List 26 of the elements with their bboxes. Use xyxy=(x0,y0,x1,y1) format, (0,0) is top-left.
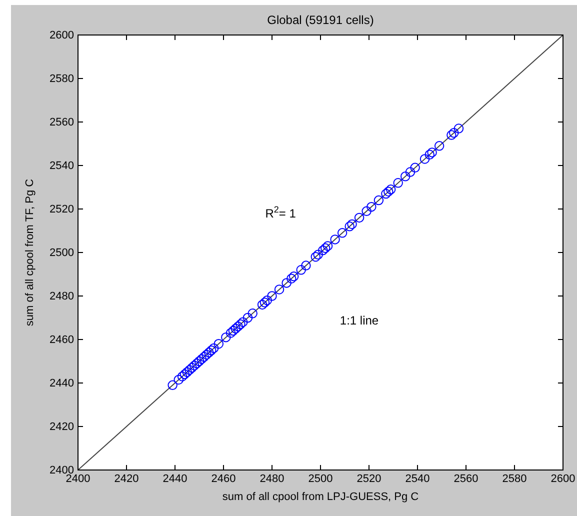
y-tick-label: 2420 xyxy=(50,421,74,434)
y-tick-label: 2580 xyxy=(50,73,74,86)
x-tick-label: 2560 xyxy=(454,472,478,485)
annotation: R$^{2}$= 1 xyxy=(265,204,296,221)
y-tick-label: 2480 xyxy=(50,290,74,303)
chart-title: Global (59191 cells) xyxy=(267,13,374,27)
x-tick-label: 2540 xyxy=(405,472,430,485)
x-axis-title: sum of all cpool from LPJ-GUESS, Pg C xyxy=(222,491,419,503)
y-tick-label: 2460 xyxy=(50,334,74,346)
y-tick-label: 2520 xyxy=(50,204,74,216)
x-tick-label: 2400 xyxy=(66,472,90,485)
y-tick-label: 2540 xyxy=(50,160,74,172)
y-tick-label: 2500 xyxy=(50,247,74,260)
y-axis-title: sum of all cpool from TF, Pg C xyxy=(24,178,36,326)
x-tick-label: 2580 xyxy=(502,472,527,485)
y-tick-label: 2600 xyxy=(50,30,74,42)
y-tick-label: 2560 xyxy=(50,116,74,129)
x-tick-label: 2440 xyxy=(162,472,188,485)
x-tick-label: 2500 xyxy=(308,472,333,485)
x-tick-label: 2600 xyxy=(550,472,576,485)
x-tick-label: 2460 xyxy=(211,472,236,485)
y-tick-label: 2440 xyxy=(50,378,74,390)
x-tick-label: 2520 xyxy=(356,472,382,485)
annotation: 1:1 line xyxy=(340,313,379,328)
x-tick-label: 2420 xyxy=(114,472,139,485)
x-tick-label: 2480 xyxy=(260,472,284,485)
